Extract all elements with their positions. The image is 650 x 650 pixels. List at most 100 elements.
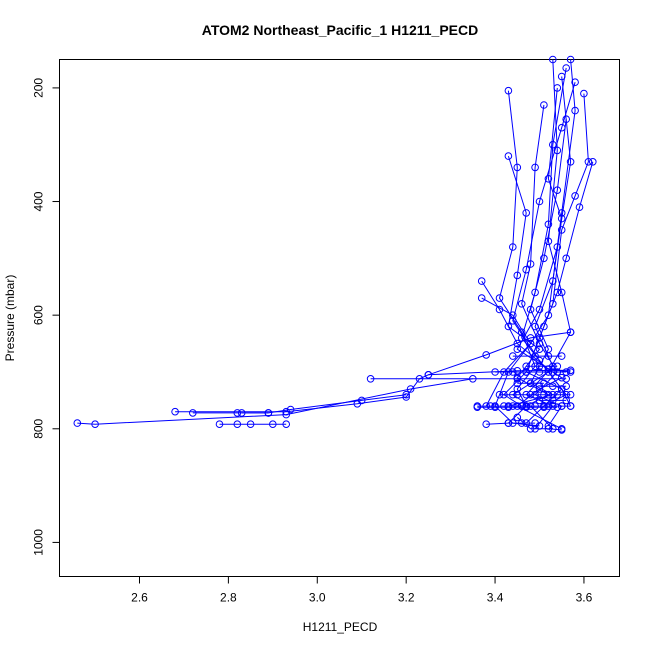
series-22 <box>473 403 562 412</box>
data-point <box>562 115 571 123</box>
data-point <box>544 402 553 410</box>
data-point <box>531 288 539 297</box>
data-point <box>549 382 557 391</box>
data-point <box>571 106 579 115</box>
data-point <box>504 419 513 427</box>
series-29 <box>522 362 562 371</box>
data-point <box>553 186 562 194</box>
y-tick-label: 400 <box>32 191 46 211</box>
data-point <box>237 409 246 417</box>
data-point <box>513 345 522 354</box>
data-point <box>513 413 522 422</box>
data-point <box>509 311 517 320</box>
data-point <box>566 55 575 64</box>
data-point <box>473 403 482 412</box>
series-line <box>77 378 473 425</box>
data-point <box>557 226 566 234</box>
data-point <box>557 72 566 81</box>
data-point <box>531 352 539 360</box>
data-point <box>584 158 593 166</box>
data-point <box>540 101 548 109</box>
data-point <box>557 352 566 360</box>
data-point <box>491 368 499 376</box>
data-point <box>522 362 531 371</box>
y-tick-label: 200 <box>32 78 46 98</box>
series-17 <box>73 375 477 429</box>
data-point <box>544 352 553 360</box>
data-point <box>402 390 411 399</box>
data-point <box>535 305 544 314</box>
series-8 <box>504 115 571 410</box>
data-point <box>522 368 531 376</box>
data-point <box>535 197 544 206</box>
data-point <box>540 390 548 399</box>
data-point <box>522 209 531 217</box>
data-point <box>535 362 544 371</box>
data-point <box>526 339 535 348</box>
x-tick-label: 2.8 <box>220 591 237 605</box>
data-point <box>553 403 562 412</box>
data-point <box>557 426 566 434</box>
data-point <box>513 379 522 388</box>
series-line <box>192 394 407 414</box>
y-tick-label: 800 <box>32 418 46 438</box>
data-point <box>535 339 544 348</box>
data-point <box>513 163 522 172</box>
series-30 <box>535 396 571 405</box>
x-axis: 2.6 2.8 3.0 3.2 3.4 3.6 <box>131 576 593 605</box>
data-point <box>491 403 499 412</box>
data-point <box>562 396 571 405</box>
data-point <box>526 305 535 314</box>
data-point <box>264 409 273 417</box>
series-23 <box>495 390 575 399</box>
x-tick-label: 3.0 <box>309 591 326 605</box>
data-point <box>517 419 526 427</box>
series-line <box>486 422 536 425</box>
data-point <box>282 420 291 429</box>
data-point <box>557 402 566 410</box>
data-point <box>562 368 571 376</box>
x-axis-label: H1211_PECD <box>303 620 378 634</box>
data-point <box>509 402 517 410</box>
y-tick-label: 1000 <box>32 529 46 556</box>
data-point <box>566 402 575 410</box>
x-tick-label: 3.4 <box>487 591 504 605</box>
series-18 <box>189 390 411 417</box>
data-point <box>402 393 411 401</box>
data-point <box>469 375 477 383</box>
data-point <box>504 152 513 160</box>
data-point <box>549 368 557 376</box>
y-axis-label: Pressure (mbar) <box>3 275 17 362</box>
series-line <box>508 119 567 407</box>
series-line <box>175 369 571 413</box>
series-line <box>428 331 571 376</box>
series-31 <box>513 379 548 388</box>
data-point <box>526 260 535 268</box>
data-point <box>571 192 579 200</box>
data-point <box>544 175 553 183</box>
data-point <box>535 345 544 354</box>
data-point <box>566 366 575 375</box>
series-layer <box>73 55 597 434</box>
series-25 <box>482 419 539 429</box>
data-point <box>557 373 566 382</box>
data-point <box>526 379 535 388</box>
data-point <box>246 420 255 429</box>
data-point <box>509 368 517 376</box>
data-point <box>562 254 571 263</box>
data-point <box>509 243 517 251</box>
series-24 <box>491 368 571 376</box>
data-point <box>575 203 584 211</box>
data-point <box>509 352 517 360</box>
data-point <box>517 300 526 308</box>
data-point <box>233 420 242 429</box>
data-point <box>495 390 504 399</box>
data-point <box>366 375 375 383</box>
series-line <box>481 297 532 407</box>
x-tick-label: 3.6 <box>576 591 593 605</box>
data-point <box>549 277 557 285</box>
data-point <box>553 362 562 371</box>
data-point <box>233 409 242 417</box>
series-12 <box>477 277 575 376</box>
data-point <box>589 158 597 166</box>
